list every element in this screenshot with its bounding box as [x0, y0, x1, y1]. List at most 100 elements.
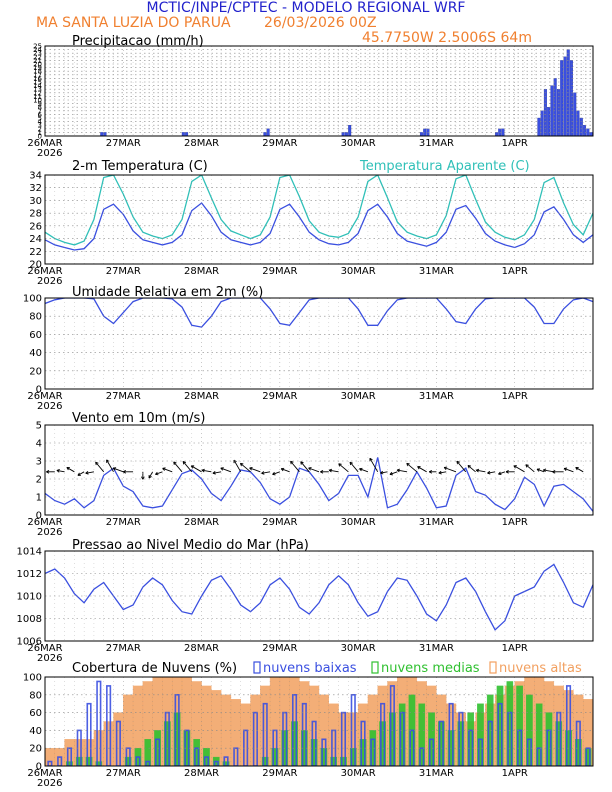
rh-ytick-label: 40 [29, 348, 42, 359]
precip-bar [103, 132, 107, 136]
precip-bar [501, 128, 505, 136]
precip-year-label: 2026 [37, 148, 62, 159]
precip-bar [560, 60, 564, 136]
precip-date-label: 1APR [502, 138, 528, 149]
wind-arrow-head [141, 476, 144, 480]
wind-ytick-label: 2 [36, 475, 42, 486]
precip-ytick-label: 8 [38, 104, 42, 112]
wind-arrow-head [406, 462, 410, 465]
precip-ytick-label: 10 [33, 96, 42, 104]
pres-ytick-label: 1010 [17, 592, 42, 603]
wind-arrow [155, 471, 163, 475]
wind-arrow-head [328, 468, 333, 471]
wind-arrow [240, 462, 251, 473]
cloud-bar-nuvens-medias [496, 685, 504, 766]
cloud-legend-label: nuvens medias [381, 661, 480, 676]
clouds-ytick-label: 40 [29, 726, 42, 737]
cloud-bar-nuvens-altas [328, 703, 339, 766]
wind-ytick-label: 1 [36, 493, 42, 504]
pres-frame [44, 550, 594, 642]
wind-year-label: 2026 [37, 527, 62, 538]
pres-year-label: 2026 [37, 653, 62, 664]
precip-date-label: 29MAR [262, 138, 297, 149]
precip-ytick-label: 0 [38, 132, 42, 140]
cloud-bar-nuvens-baixas [301, 702, 307, 766]
pres-ytick-label: 1008 [17, 614, 42, 625]
pres-ytick-label: 1012 [17, 569, 42, 580]
temp-legend-aparente: Temperatura Aparente (C) [359, 159, 530, 174]
precip-bar [344, 132, 348, 136]
precip-bar [181, 132, 185, 136]
wind-arrow [406, 462, 418, 473]
wind-arrow [476, 469, 486, 473]
wind-arrow [575, 467, 584, 473]
cloud-bar-nuvens-baixas [575, 720, 581, 766]
precip-date-label: 27MAR [106, 138, 141, 149]
wind-arrow [212, 471, 222, 474]
precip-ytick-label: 16 [33, 75, 42, 83]
precip-ytick-label: 18 [33, 68, 42, 76]
wind-arrow-head [240, 462, 244, 465]
temp-date-label: 28MAR [184, 266, 219, 277]
precip-bar [537, 117, 541, 136]
cloud-bar-nuvens-altas [113, 712, 124, 766]
wind-arrow-head [505, 469, 509, 473]
pres-plot-area [45, 563, 593, 631]
wind-arrow [444, 467, 457, 473]
temp-ytick-label: 20 [29, 260, 42, 271]
precip-bar [185, 132, 189, 136]
wind-arrow [220, 467, 232, 473]
wind-arrow-head [380, 470, 384, 474]
cloud-bar-nuvens-baixas [66, 747, 73, 766]
wind-arrow [182, 461, 193, 473]
wind-arrow-head [525, 464, 529, 466]
wind-arrow-head [85, 471, 89, 474]
clouds-date-label: 29MAR [262, 768, 297, 779]
temp-date-label: 30MAR [341, 266, 376, 277]
pres-date-label: 30MAR [341, 643, 376, 654]
wind-arrow-head [56, 469, 60, 471]
cloud-bar-nuvens-altas [250, 694, 261, 766]
cloud-bar-nuvens-altas [230, 699, 241, 766]
wind-date-label: 29MAR [262, 517, 297, 528]
wind-arrow [536, 468, 545, 473]
wind-date-label: 27MAR [106, 517, 141, 528]
cloud-bar-nuvens-baixas [438, 720, 444, 766]
wind-date-label: 28MAR [184, 517, 219, 528]
precip-bar [540, 110, 544, 136]
wind-arrow [563, 467, 574, 473]
cloud-bar-nuvens-altas [583, 699, 593, 766]
temp-ytick-label: 28 [29, 209, 42, 220]
wind-arrow [173, 461, 183, 473]
wind-arrow-head [349, 461, 354, 464]
pres-date-label: 28MAR [184, 643, 219, 654]
precip-ytick-label: 5 [38, 114, 42, 122]
clouds-ytick-label: 20 [29, 744, 42, 755]
wind-date-label: 1APR [502, 517, 528, 528]
precip-bar [341, 132, 345, 136]
cloud-bar-nuvens-baixas [565, 685, 572, 766]
wind-arrow [281, 468, 290, 473]
temp-ytick-label: 30 [29, 196, 42, 207]
wind-arrow [369, 458, 379, 473]
precip-bar [570, 60, 573, 136]
rh-frame [44, 297, 594, 390]
rh-year-label: 2026 [37, 401, 62, 412]
pres-date-label: 27MAR [106, 643, 141, 654]
panel-wind: 0 1 2 3 4 5 Vento em 10m (m/s) 26MAR 27MAR 28MAR 2… [27, 411, 594, 538]
temp-line-temperatura [45, 202, 593, 251]
cloud-bar-nuvens-baixas [194, 747, 200, 766]
cloud-bar-nuvens-baixas [546, 729, 552, 766]
clouds-ytick-label: 0 [36, 762, 42, 773]
wind-arrow-head [182, 461, 187, 463]
precip-ytick-label: 2 [38, 125, 42, 133]
wind-arrow-head [456, 460, 460, 463]
pres-date-label: 1APR [502, 643, 528, 654]
wind-arrow [389, 471, 398, 475]
rh-date-label: 30MAR [341, 391, 376, 402]
clouds-ytick-label: 100 [23, 673, 42, 684]
wind-arrow [45, 471, 46, 472]
wind-arrow-head [543, 468, 547, 471]
cloud-bar-nuvens-altas [260, 685, 271, 766]
